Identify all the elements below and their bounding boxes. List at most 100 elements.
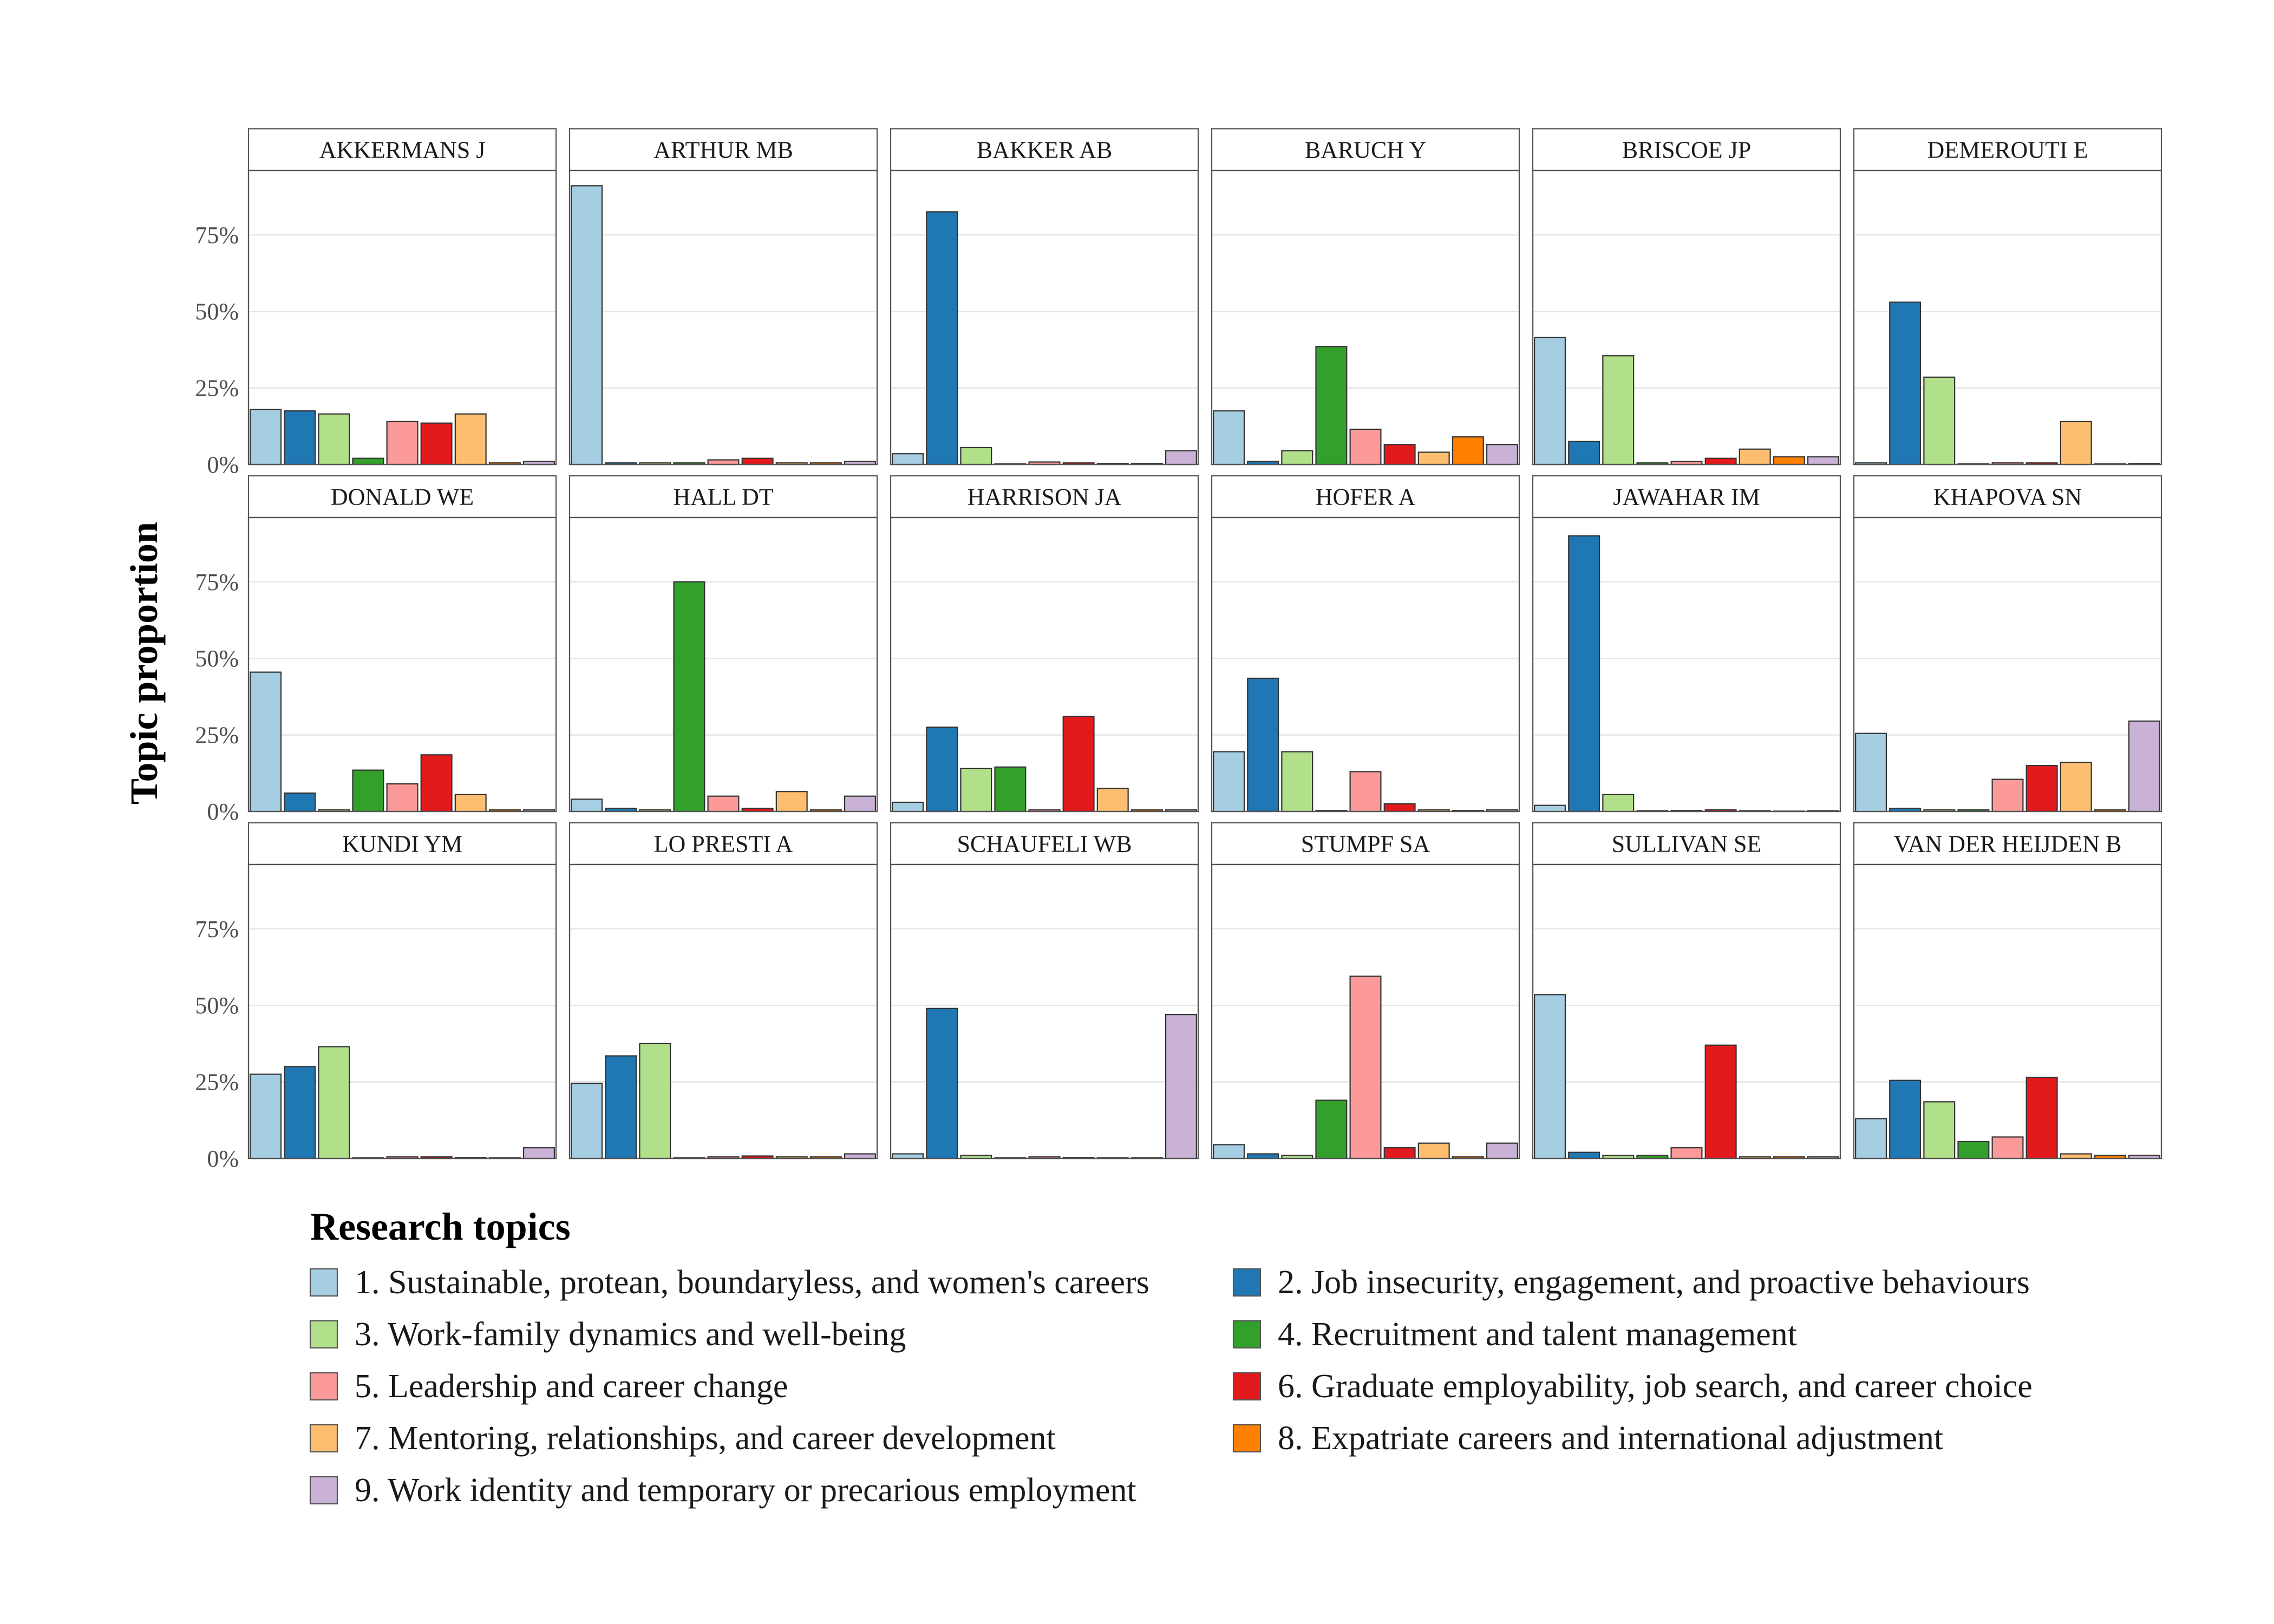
bar bbox=[1213, 410, 1245, 466]
bar bbox=[420, 754, 453, 813]
bar bbox=[2025, 1077, 2058, 1160]
bar bbox=[1704, 1044, 1737, 1160]
y-tick-label: 0% bbox=[207, 1145, 239, 1172]
legend-item: 3. Work-family dynamics and well-being bbox=[309, 1316, 906, 1353]
legend-label: 5. Leadership and career change bbox=[355, 1368, 788, 1405]
legend-key bbox=[1232, 1320, 1262, 1349]
bar bbox=[741, 457, 774, 466]
facet-strip bbox=[1853, 475, 2162, 519]
panel-background bbox=[568, 516, 878, 813]
facet-label: DEMEROUTI E bbox=[1927, 137, 2088, 163]
bar bbox=[1568, 441, 1600, 466]
y-tick-label: 0% bbox=[207, 798, 239, 825]
bar bbox=[1315, 1099, 1348, 1160]
bar bbox=[1349, 975, 1382, 1160]
facet-label: STUMPF SA bbox=[1301, 831, 1430, 857]
panel-background bbox=[1532, 863, 1841, 1160]
bar bbox=[571, 1083, 603, 1160]
bar bbox=[1247, 677, 1279, 813]
facet-label: AKKERMANS J bbox=[319, 137, 486, 163]
bar bbox=[926, 726, 958, 813]
facet-label: BAKKER AB bbox=[977, 137, 1113, 163]
facet-panel: VAN DER HEIJDEN B bbox=[1853, 822, 2162, 1160]
bar bbox=[1096, 788, 1129, 813]
bar bbox=[284, 792, 316, 813]
bar bbox=[1383, 1147, 1416, 1160]
bar bbox=[1349, 428, 1382, 466]
bar bbox=[1889, 302, 1922, 466]
panel-border bbox=[1532, 169, 1841, 466]
bar bbox=[2025, 765, 2058, 813]
facet-strip bbox=[1532, 128, 1841, 172]
facet-strip bbox=[1532, 475, 1841, 519]
facet-panel: HARRISON JA bbox=[890, 475, 1199, 813]
facet-panel: STUMPF SA bbox=[1211, 822, 1520, 1160]
facet-panel: BRISCOE JP bbox=[1532, 128, 1841, 466]
panel-border bbox=[1211, 516, 1520, 813]
bar bbox=[707, 459, 740, 466]
facet-label: LO PRESTI A bbox=[654, 831, 793, 857]
bar bbox=[1923, 376, 1956, 466]
bar bbox=[1991, 1136, 2024, 1160]
facet-label: HOFER A bbox=[1316, 484, 1416, 510]
panel-border bbox=[568, 863, 878, 1160]
bar bbox=[1417, 1142, 1450, 1160]
bar bbox=[1213, 1144, 1245, 1160]
legend-label: 1. Sustainable, protean, boundaryless, a… bbox=[355, 1264, 1149, 1301]
legend-key bbox=[1232, 1268, 1262, 1297]
panel-background bbox=[568, 169, 878, 466]
bar bbox=[2060, 421, 2092, 466]
facet-label: ARTHUR MB bbox=[654, 137, 793, 163]
bar bbox=[1773, 456, 1805, 466]
facet-panel: LO PRESTI A bbox=[568, 822, 878, 1160]
facet-panel: JAWAHAR IM bbox=[1532, 475, 1841, 813]
facet-panel: AKKERMANS J 0% 25% 50% 75% bbox=[195, 128, 557, 478]
bar bbox=[1807, 456, 1839, 466]
panel-border bbox=[1853, 169, 2162, 466]
bar bbox=[1281, 751, 1314, 813]
bar bbox=[775, 791, 808, 813]
bar bbox=[2060, 1153, 2092, 1160]
bar bbox=[1486, 444, 1518, 466]
facet-label: BRISCOE JP bbox=[1622, 137, 1751, 163]
panel-border bbox=[1211, 863, 1520, 1160]
legend-key bbox=[309, 1372, 338, 1401]
y-axis-title: Topic proportion bbox=[122, 522, 166, 804]
facet-panel: BAKKER AB bbox=[890, 128, 1199, 466]
bar bbox=[386, 783, 419, 813]
panel-border bbox=[890, 516, 1199, 813]
facet-strip bbox=[568, 128, 878, 172]
bar bbox=[318, 413, 350, 466]
y-tick-label: 75% bbox=[195, 916, 239, 942]
bar bbox=[250, 671, 282, 813]
facet-strip bbox=[890, 128, 1199, 172]
legend-key bbox=[309, 1424, 338, 1453]
legend-item: 5. Leadership and career change bbox=[309, 1368, 788, 1405]
facet-label: SULLIVAN SE bbox=[1612, 831, 1762, 857]
legend-key bbox=[309, 1268, 338, 1297]
panel-background bbox=[1211, 169, 1520, 466]
bar bbox=[1383, 803, 1416, 813]
bar bbox=[352, 457, 384, 466]
bar bbox=[1602, 355, 1635, 466]
y-tick-label: 50% bbox=[195, 992, 239, 1019]
legend-items: 1. Sustainable, protean, boundaryless, a… bbox=[309, 1264, 2033, 1509]
bar bbox=[892, 1153, 924, 1160]
bar bbox=[1568, 1151, 1600, 1160]
bar bbox=[1739, 448, 1771, 466]
facet-strip bbox=[1211, 475, 1520, 519]
bar bbox=[1534, 337, 1566, 466]
facet-label: KHAPOVA SN bbox=[1933, 484, 2082, 510]
facet-panel: SCHAUFELI WB bbox=[890, 822, 1199, 1160]
bar bbox=[1315, 346, 1348, 466]
legend-label: 4. Recruitment and talent management bbox=[1278, 1316, 1797, 1353]
legend-item: 2. Job insecurity, engagement, and proac… bbox=[1232, 1264, 2030, 1301]
facet-strip bbox=[1532, 822, 1841, 866]
bar bbox=[420, 422, 453, 466]
legend-label: 3. Work-family dynamics and well-being bbox=[355, 1316, 906, 1353]
facet-panel: HOFER A bbox=[1211, 475, 1520, 813]
facet-panel: KHAPOVA SN bbox=[1853, 475, 2162, 813]
bar bbox=[673, 581, 705, 813]
bar bbox=[926, 211, 958, 466]
